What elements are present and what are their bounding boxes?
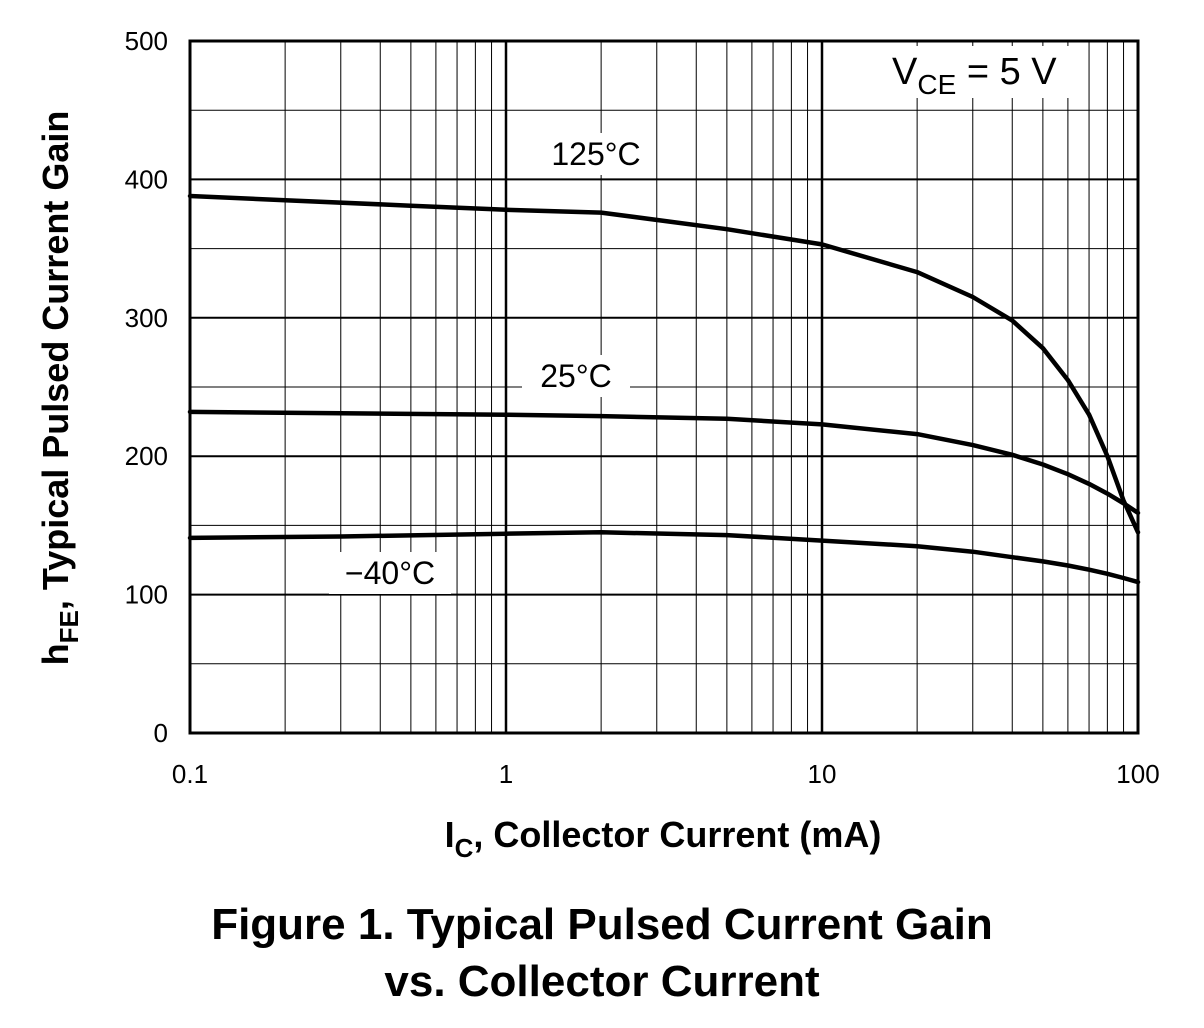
y-tick-label: 100 xyxy=(125,580,168,610)
labels-layer: 125°C 25°C −40°C xyxy=(329,46,1084,594)
series-curve xyxy=(187,530,1141,585)
series-label-bg xyxy=(522,355,630,397)
x-tick-label: 0.1 xyxy=(172,759,208,789)
x-tick-label: 10 xyxy=(808,759,837,789)
plot-frame xyxy=(188,39,1140,735)
series-label-bg xyxy=(540,133,652,175)
grid-minor xyxy=(190,41,1138,733)
series-label-bg xyxy=(329,552,451,594)
y-axis-label: hFE, Typical Pulsed Current Gain xyxy=(35,111,84,666)
ticks-layer: 0.1 1 10 100 0 100 200 300 400 500 xyxy=(125,26,1160,789)
x-axis-label: IC, Collector Current (mA) xyxy=(445,814,882,863)
series-curve xyxy=(187,193,1141,535)
y-tick-label: 0 xyxy=(154,718,168,748)
series-label: −40°C xyxy=(345,555,435,591)
caption-line-2: vs. Collector Current xyxy=(384,957,820,1006)
y-tick-label: 500 xyxy=(125,26,168,56)
caption-line-1: Figure 1. Typical Pulsed Current Gain xyxy=(211,900,993,949)
y-tick-label: 300 xyxy=(125,303,168,333)
series-layer xyxy=(187,193,1141,585)
y-tick-label: 200 xyxy=(125,441,168,471)
y-tick-label: 400 xyxy=(125,164,168,194)
condition-label: VCE = 5 V xyxy=(892,51,1057,100)
condition-label-bg xyxy=(884,46,1084,98)
x-tick-label: 1 xyxy=(499,759,513,789)
series-label: 125°C xyxy=(551,136,640,172)
series-curve xyxy=(187,409,1141,516)
x-tick-label: 100 xyxy=(1116,759,1159,789)
series-label: 25°C xyxy=(540,358,612,394)
chart: 0.1 1 10 100 0 100 200 300 400 500 125°C 25°C −40°C… xyxy=(35,26,1160,863)
